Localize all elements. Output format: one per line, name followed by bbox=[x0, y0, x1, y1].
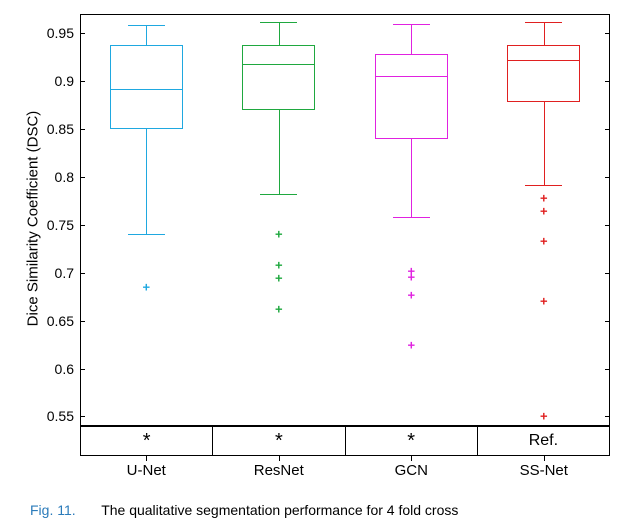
x-tick-label: SS-Net bbox=[520, 462, 568, 479]
x-tick-label: ResNet bbox=[254, 462, 304, 479]
y-tick-label: 0.8 bbox=[36, 169, 74, 185]
outlier-marker: + bbox=[407, 271, 415, 284]
median-line bbox=[375, 76, 448, 77]
outlier-marker: + bbox=[540, 235, 548, 248]
outlier-marker: + bbox=[540, 205, 548, 218]
whisker-cap bbox=[525, 185, 562, 186]
outlier-marker: + bbox=[540, 295, 548, 308]
whisker-cap bbox=[393, 24, 430, 25]
y-tick bbox=[605, 33, 610, 34]
whisker bbox=[279, 22, 280, 45]
y-tick bbox=[80, 416, 85, 417]
y-tick-label: 0.65 bbox=[36, 313, 74, 329]
y-tick bbox=[80, 81, 85, 82]
outlier-marker: + bbox=[275, 272, 283, 285]
y-tick bbox=[605, 129, 610, 130]
y-tick bbox=[80, 369, 85, 370]
x-tick-label: U-Net bbox=[127, 462, 166, 479]
y-tick bbox=[80, 321, 85, 322]
outlier-marker: + bbox=[407, 288, 415, 301]
y-tick bbox=[605, 369, 610, 370]
box bbox=[375, 54, 448, 138]
y-tick-label: 0.6 bbox=[36, 361, 74, 377]
y-tick-label: 0.95 bbox=[36, 25, 74, 41]
x-tick bbox=[279, 456, 280, 461]
figure-caption: Fig. 11. The qualitative segmentation pe… bbox=[30, 502, 458, 518]
caption-prefix: Fig. 11. bbox=[30, 502, 76, 518]
whisker bbox=[411, 24, 412, 55]
significance-cell: * bbox=[81, 427, 213, 455]
y-tick bbox=[605, 81, 610, 82]
outlier-marker: + bbox=[275, 303, 283, 316]
whisker bbox=[411, 139, 412, 218]
caption-text: The qualitative segmentation performance… bbox=[101, 502, 458, 518]
outlier-marker: + bbox=[275, 259, 283, 272]
y-tick bbox=[80, 177, 85, 178]
significance-row: ***Ref. bbox=[80, 426, 610, 456]
whisker-cap bbox=[393, 217, 430, 218]
x-tick bbox=[146, 456, 147, 461]
x-tick-label: GCN bbox=[395, 462, 428, 479]
x-tick bbox=[411, 456, 412, 461]
y-tick bbox=[80, 129, 85, 130]
y-tick bbox=[605, 177, 610, 178]
whisker bbox=[544, 102, 545, 184]
box bbox=[507, 45, 580, 102]
y-tick bbox=[605, 273, 610, 274]
median-line bbox=[242, 64, 315, 65]
outlier-marker: + bbox=[407, 338, 415, 351]
y-tick bbox=[80, 33, 85, 34]
median-line bbox=[110, 89, 183, 90]
whisker-cap bbox=[525, 22, 562, 23]
boxplot-figure: Dice Similarity Coefficient (DSC) ***Ref… bbox=[0, 0, 640, 522]
box bbox=[242, 45, 315, 110]
whisker bbox=[146, 25, 147, 44]
whisker-cap bbox=[260, 194, 297, 195]
median-line bbox=[507, 60, 580, 61]
whisker-cap bbox=[128, 25, 165, 26]
outlier-marker: + bbox=[540, 410, 548, 423]
whisker bbox=[544, 22, 545, 45]
whisker-cap bbox=[128, 234, 165, 235]
outlier-marker: + bbox=[275, 228, 283, 241]
whisker-cap bbox=[260, 22, 297, 23]
y-tick-label: 0.7 bbox=[36, 265, 74, 281]
significance-cell: Ref. bbox=[478, 427, 609, 455]
outlier-marker: + bbox=[540, 191, 548, 204]
outlier-marker: + bbox=[142, 281, 150, 294]
y-tick-label: 0.85 bbox=[36, 121, 74, 137]
y-tick-label: 0.55 bbox=[36, 408, 74, 424]
y-tick bbox=[605, 416, 610, 417]
y-tick bbox=[80, 225, 85, 226]
y-tick-label: 0.9 bbox=[36, 73, 74, 89]
whisker bbox=[279, 110, 280, 194]
x-tick bbox=[544, 456, 545, 461]
significance-cell: * bbox=[213, 427, 345, 455]
y-tick-label: 0.75 bbox=[36, 217, 74, 233]
significance-cell: * bbox=[346, 427, 478, 455]
y-tick bbox=[605, 321, 610, 322]
y-tick bbox=[605, 225, 610, 226]
box bbox=[110, 45, 183, 129]
y-tick bbox=[80, 273, 85, 274]
whisker bbox=[146, 129, 147, 234]
